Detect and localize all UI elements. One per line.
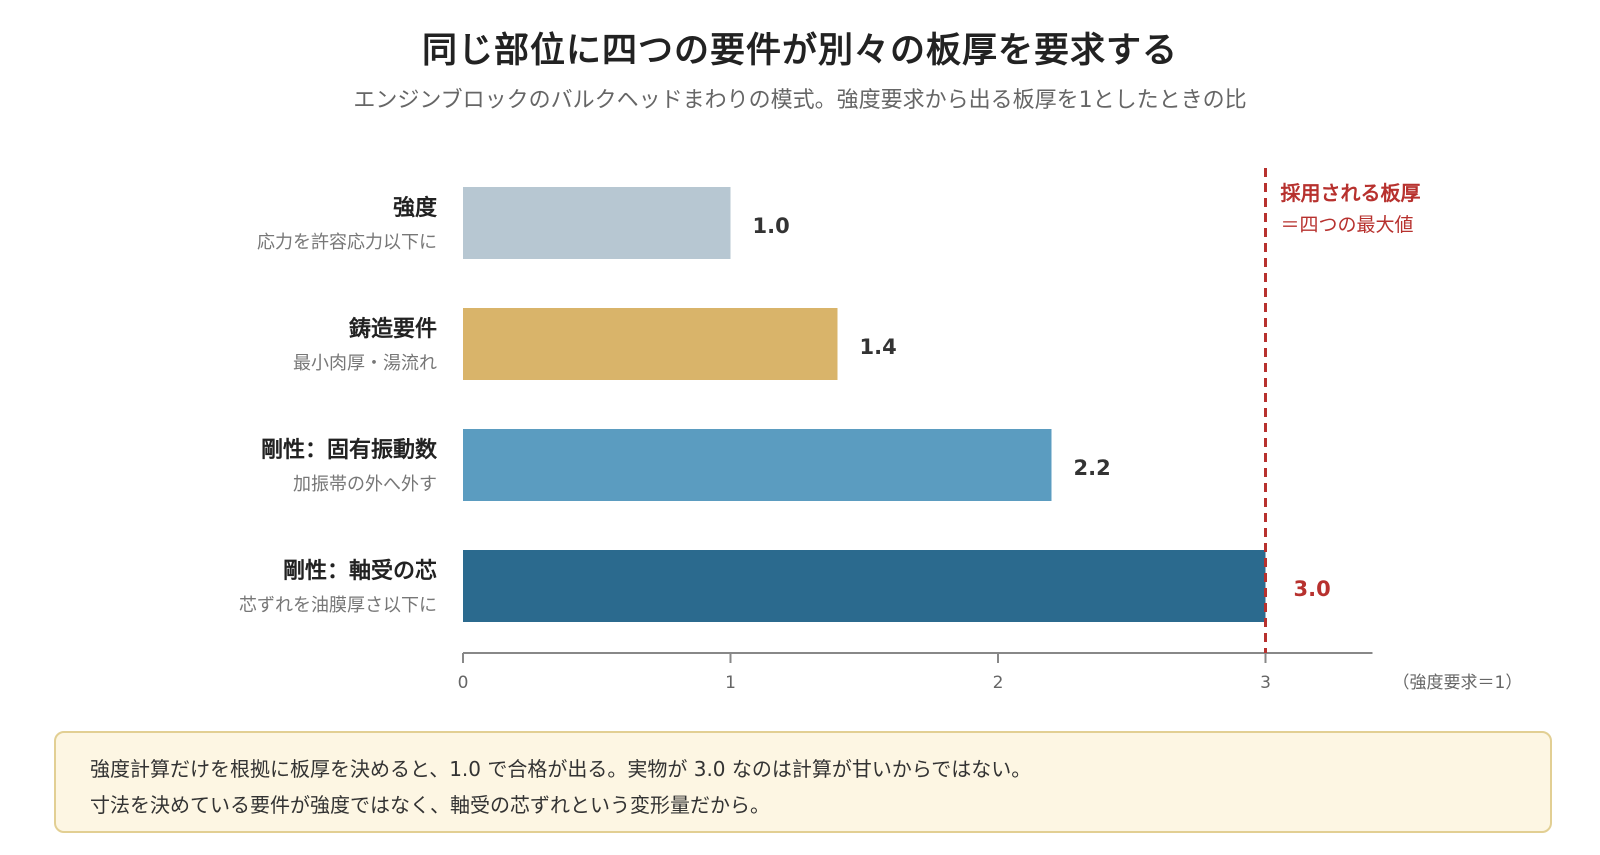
category-note: 芯ずれを油膜厚さ以下に (239, 595, 437, 616)
note-line-1: 強度計算だけを根拠に板厚を決めると、1.0 で合格が出る。実物が 3.0 なのは… (90, 757, 1032, 781)
x-axis-label: （強度要求＝1） (1393, 673, 1523, 693)
reference-label-main: 採用される板厚 (1281, 181, 1421, 205)
chart-subtitle: エンジンブロックのバルクヘッドまわりの模式。強度要求から出る板厚を1としたときの… (353, 88, 1247, 113)
bar (463, 429, 1052, 501)
value-label: 3.0 (1294, 577, 1331, 601)
category-label: 鋳造要件 (349, 316, 437, 342)
value-label: 1.4 (860, 335, 897, 359)
note-line-2: 寸法を決めている要件が強度ではなく、軸受の芯ずれという変形量だから。 (90, 793, 770, 817)
x-tick-label: 2 (993, 673, 1004, 693)
category-label: 剛性：固有振動数 (261, 437, 438, 463)
category-note: 加振帯の外へ外す (293, 474, 437, 495)
category-label: 剛性：軸受の芯 (283, 558, 437, 584)
value-label: 2.2 (1074, 456, 1111, 480)
value-label: 1.0 (753, 214, 790, 238)
x-axis: 0 1 2 3 （強度要求＝1） (458, 652, 1523, 693)
category-note: 応力を許容応力以下に (257, 232, 437, 253)
x-tick-label: 0 (458, 673, 469, 693)
reference-line-group: 採用される板厚 ＝四つの最大値 (1264, 168, 1421, 653)
bar (463, 550, 1266, 622)
x-tick-label: 3 (1260, 673, 1271, 693)
bar (463, 187, 731, 259)
category-label: 強度 (393, 195, 438, 221)
x-tick-label: 1 (725, 673, 736, 693)
category-note: 最小肉厚・湯流れ (293, 353, 437, 374)
note-box: 強度計算だけを根拠に板厚を決めると、1.0 で合格が出る。実物が 3.0 なのは… (54, 731, 1552, 833)
reference-label-sub: ＝四つの最大値 (1281, 214, 1414, 236)
chart-title: 同じ部位に四つの要件が別々の板厚を要求する (421, 31, 1178, 71)
bar (463, 308, 838, 380)
